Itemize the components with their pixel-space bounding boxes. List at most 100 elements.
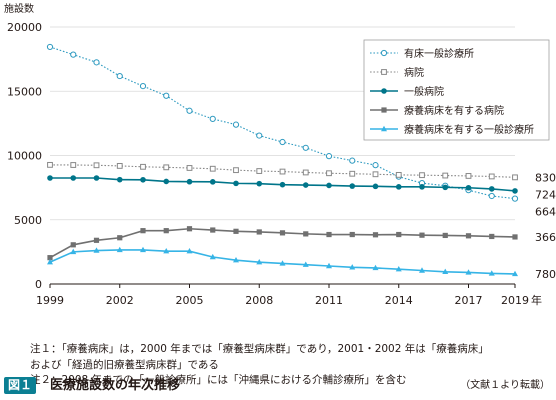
data-point	[372, 183, 379, 190]
data-point	[372, 264, 379, 271]
end-value-label: 8300	[535, 171, 556, 184]
end-value-label: 3662	[535, 231, 556, 244]
data-point	[256, 258, 263, 265]
legend-entry: 療養病床を有する病院	[404, 104, 504, 117]
notes: 注１：「療養病床」は，2000 年までは「療養型病床群」であり，2001・200…	[30, 342, 489, 389]
data-point	[186, 226, 193, 232]
data-point	[117, 235, 123, 241]
data-point	[302, 144, 309, 151]
x-tick-label: 2008	[245, 294, 273, 307]
data-point	[93, 59, 100, 66]
legend-swatch-marker	[380, 49, 388, 57]
x-tick-label: 2014	[385, 294, 413, 307]
series-3	[47, 226, 518, 261]
data-point	[139, 83, 147, 90]
legend-entry: 療養病床を有する一般診療所	[404, 123, 534, 136]
data-point	[256, 229, 262, 235]
data-point	[116, 72, 123, 80]
data-point	[326, 262, 332, 269]
data-point	[186, 107, 193, 114]
data-point	[163, 228, 169, 234]
data-point	[233, 257, 239, 263]
data-point	[395, 172, 402, 178]
figure-caption: 図１ 医療施設数の年次推移 （文献１より転載）	[0, 375, 556, 397]
end-value-label: 780	[535, 268, 556, 281]
axes: 0 5000 10000 15000 20000 施設数 1999 2002 2005 2008 2…	[4, 2, 542, 307]
data-point	[93, 175, 100, 181]
legend-swatch-marker	[381, 125, 387, 132]
data-point	[512, 188, 518, 194]
series-1	[47, 161, 518, 181]
data-point	[302, 182, 309, 188]
data-point	[465, 184, 472, 191]
data-point	[70, 162, 77, 168]
data-point	[279, 260, 286, 266]
data-point	[256, 180, 263, 187]
data-point	[70, 175, 77, 181]
data-point	[419, 184, 425, 190]
series-2	[47, 175, 518, 194]
data-point	[233, 180, 239, 187]
data-point	[395, 184, 402, 190]
data-point	[279, 230, 286, 236]
x-tick-label: 1999	[36, 294, 64, 307]
data-point	[349, 157, 356, 164]
data-point	[372, 171, 379, 178]
y-axis-label: 施設数	[4, 2, 34, 15]
grid-lines	[50, 26, 515, 221]
y-tick-label: 10000	[7, 150, 42, 163]
data-point	[349, 264, 356, 270]
data-point	[326, 231, 332, 238]
data-point	[395, 266, 402, 272]
data-point	[349, 183, 356, 189]
data-point	[163, 92, 170, 99]
data-point	[70, 248, 77, 255]
x-tick-label: 2011	[315, 294, 343, 307]
data-point	[209, 179, 216, 185]
x-axis-unit: 年	[531, 293, 542, 307]
data-point	[47, 255, 53, 261]
data-point	[140, 228, 146, 234]
legend-box	[363, 39, 550, 141]
data-point	[256, 168, 263, 174]
y-tick-label: 15000	[7, 85, 42, 98]
data-point	[47, 175, 53, 181]
data-point	[209, 115, 216, 122]
data-point	[47, 258, 53, 265]
data-point	[186, 178, 193, 185]
x-tick-label: 2005	[176, 294, 204, 307]
data-point	[140, 163, 146, 170]
legend-swatch-marker	[381, 69, 387, 75]
data-point	[442, 184, 449, 191]
data-point	[396, 231, 402, 238]
x-tick-label: 2017	[455, 294, 483, 307]
data-point	[163, 248, 170, 254]
note-2: 注２：2008 年までの「一般診療所」には「沖縄県における介輔診療所」を含む	[30, 374, 407, 386]
figure-source: （文献１より転載）	[460, 380, 550, 391]
data-point	[140, 246, 146, 253]
data-point	[372, 232, 379, 238]
legend-entry: 有床一般診療所	[404, 47, 474, 60]
series-lines	[46, 43, 519, 277]
data-point	[279, 138, 286, 146]
data-point	[442, 172, 449, 179]
data-point	[116, 246, 123, 253]
data-point	[163, 164, 170, 171]
y-tick-label: 5000	[14, 214, 42, 227]
figure-title: 医療施設数の年次推移	[50, 378, 181, 393]
data-point	[488, 186, 495, 192]
data-point	[140, 176, 146, 183]
data-point	[303, 231, 309, 237]
data-point	[46, 43, 54, 51]
data-point	[302, 169, 309, 176]
data-point	[302, 261, 309, 267]
data-point	[325, 153, 333, 160]
data-point	[279, 168, 286, 175]
data-point	[442, 232, 448, 239]
data-point	[465, 269, 472, 275]
chart: 0 5000 10000 15000 20000 施設数 1999 2002 2005 2008 2…	[4, 2, 556, 307]
data-point	[419, 267, 425, 273]
